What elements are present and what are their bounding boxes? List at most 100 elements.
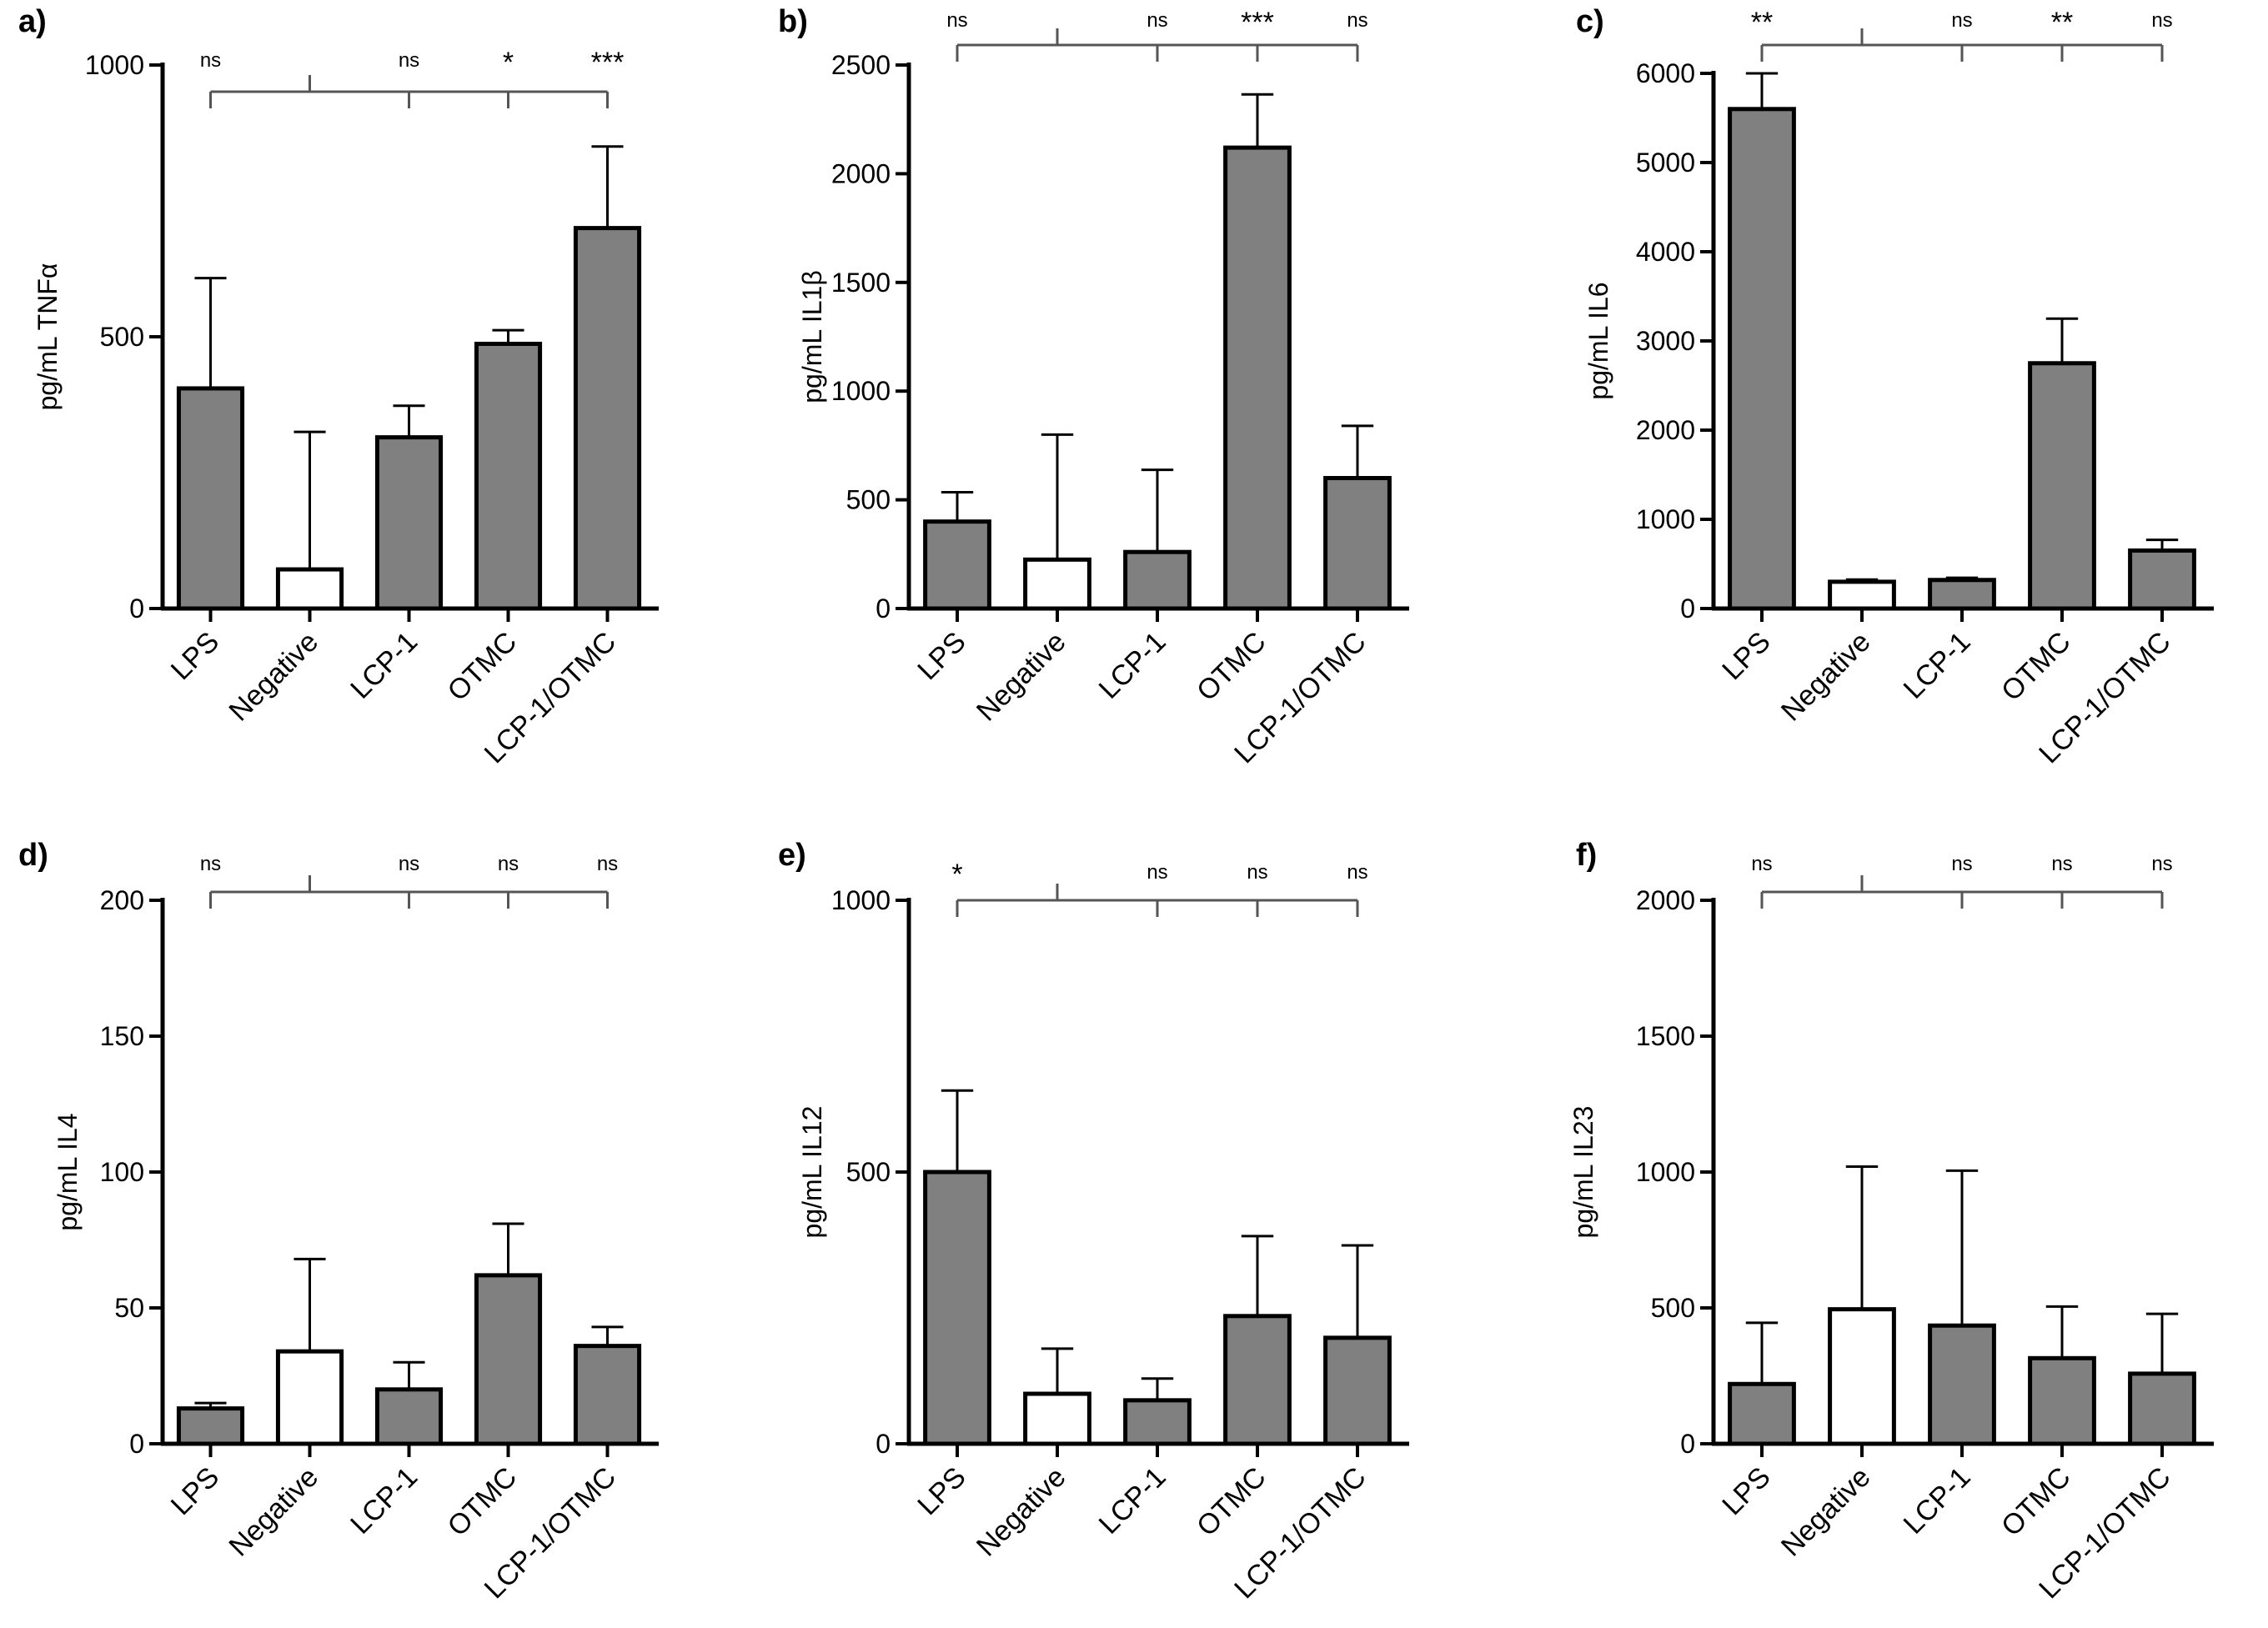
- panel-label: d): [18, 838, 48, 873]
- y-tick-label: 1000: [831, 376, 891, 406]
- x-tick-label: LPS: [911, 626, 971, 686]
- x-tick-label: LPS: [1716, 626, 1776, 686]
- significance-label: ns: [1951, 9, 1972, 32]
- bar-lps: [176, 1406, 245, 1446]
- x-tick-label: Negative: [1775, 1461, 1877, 1563]
- panel-label: c): [1576, 4, 1604, 39]
- x-tick-label: LCP-1: [1093, 1461, 1172, 1540]
- panel-label: b): [778, 4, 808, 39]
- significance-label: ns: [399, 49, 419, 72]
- significance-label: ns: [1347, 9, 1367, 32]
- bar-otmc: [1223, 145, 1292, 611]
- bar-otmc: [1223, 1314, 1292, 1446]
- bar-lcp-1: [1123, 1398, 1192, 1446]
- bar-lcp-1: [1928, 578, 1996, 611]
- bar-lcp-1-otmc: [2128, 548, 2196, 611]
- x-tick-label: Negative: [971, 626, 1072, 728]
- y-tick-label: 150: [100, 1021, 144, 1051]
- significance-label: ns: [1247, 861, 1267, 884]
- x-tick-label: Negative: [223, 1461, 324, 1563]
- bar-lcp-1-otmc: [573, 1344, 642, 1446]
- bar-lcp-1: [374, 435, 444, 611]
- bar-otmc: [2028, 1355, 2096, 1446]
- y-tick-label: 1000: [85, 50, 144, 80]
- bar-negative: [1828, 579, 1896, 611]
- y-tick-label: 2000: [1636, 885, 1695, 915]
- y-tick-label: 2000: [1636, 415, 1695, 445]
- significance-label: ns: [1951, 853, 1972, 875]
- significance-label: *: [951, 859, 962, 890]
- significance-label: ns: [1147, 861, 1167, 884]
- y-tick-label: 200: [100, 885, 144, 915]
- y-tick-label: 0: [1680, 1429, 1695, 1459]
- x-tick-label: LPS: [1716, 1461, 1776, 1521]
- panel-label: a): [18, 4, 47, 39]
- y-tick-label: 50: [114, 1293, 144, 1323]
- y-tick-label: 100: [100, 1157, 144, 1187]
- y-tick-label: 0: [129, 594, 144, 624]
- bar-lcp-1-otmc: [1323, 476, 1392, 611]
- x-tick-label: OTMC: [1191, 626, 1272, 708]
- bar-negative: [275, 567, 344, 611]
- x-tick-label: LCP-1: [344, 1461, 424, 1540]
- significance-label: ns: [2051, 853, 2072, 875]
- y-tick-label: 1000: [1636, 1157, 1695, 1187]
- y-tick-label: 500: [846, 1157, 891, 1187]
- significance-label: ns: [399, 853, 419, 875]
- x-tick-label: Negative: [1775, 626, 1877, 728]
- significance-label: ns: [2151, 853, 2172, 875]
- x-tick-label: LCP-1: [1898, 1461, 1977, 1540]
- significance-label: ns: [200, 853, 221, 875]
- x-tick-label: OTMC: [1995, 626, 2077, 708]
- y-tick-label: 4000: [1636, 237, 1695, 267]
- y-tick-label: 1000: [1636, 504, 1695, 534]
- y-tick-label: 0: [1680, 594, 1695, 624]
- bar-lps: [923, 519, 991, 611]
- bar-otmc: [474, 341, 543, 611]
- y-axis-title: pg/mL IL1β: [797, 270, 827, 403]
- y-tick-label: 500: [846, 485, 891, 515]
- y-tick-label: 2500: [831, 50, 891, 80]
- bar-lcp-1: [1928, 1323, 1996, 1446]
- y-tick-label: 5000: [1636, 148, 1695, 178]
- significance-label: ***: [591, 47, 625, 78]
- x-tick-label: OTMC: [1995, 1461, 2077, 1543]
- x-tick-label: LCP-1: [344, 626, 424, 705]
- y-axis-title: pg/mL IL12: [797, 1106, 827, 1239]
- y-axis-title: pg/mL IL23: [1568, 1106, 1598, 1239]
- y-tick-label: 3000: [1636, 326, 1695, 356]
- y-tick-label: 1500: [1636, 1021, 1695, 1051]
- y-axis-title: pg/mL TNFα: [33, 263, 63, 411]
- significance-label: ns: [1347, 861, 1367, 884]
- y-axis-title: pg/mL IL6: [1583, 282, 1613, 399]
- bar-lcp-1-otmc: [1323, 1335, 1392, 1446]
- bar-negative: [1828, 1307, 1896, 1446]
- panel-label: f): [1576, 838, 1597, 873]
- x-tick-label: OTMC: [1191, 1461, 1272, 1543]
- x-tick-label: LPS: [165, 1461, 225, 1521]
- y-tick-label: 500: [1651, 1293, 1695, 1323]
- y-tick-label: 2000: [831, 158, 891, 188]
- x-tick-label: Negative: [971, 1461, 1072, 1563]
- bar-lcp-1: [1123, 549, 1192, 611]
- significance-label: ***: [1241, 7, 1274, 38]
- bar-otmc: [474, 1273, 543, 1446]
- bar-lps: [176, 386, 245, 611]
- bar-lps: [1728, 107, 1796, 611]
- y-tick-label: 1000: [831, 885, 891, 915]
- significance-label: ns: [946, 9, 967, 32]
- x-tick-label: LPS: [911, 1461, 971, 1521]
- x-tick-label: Negative: [223, 626, 324, 728]
- significance-label: ns: [200, 49, 221, 72]
- panel-label: e): [778, 838, 806, 873]
- y-axis-title: pg/mL IL4: [53, 1113, 83, 1230]
- y-tick-label: 6000: [1636, 58, 1695, 88]
- significance-label: ns: [597, 853, 618, 875]
- x-tick-label: LCP-1: [1093, 626, 1172, 705]
